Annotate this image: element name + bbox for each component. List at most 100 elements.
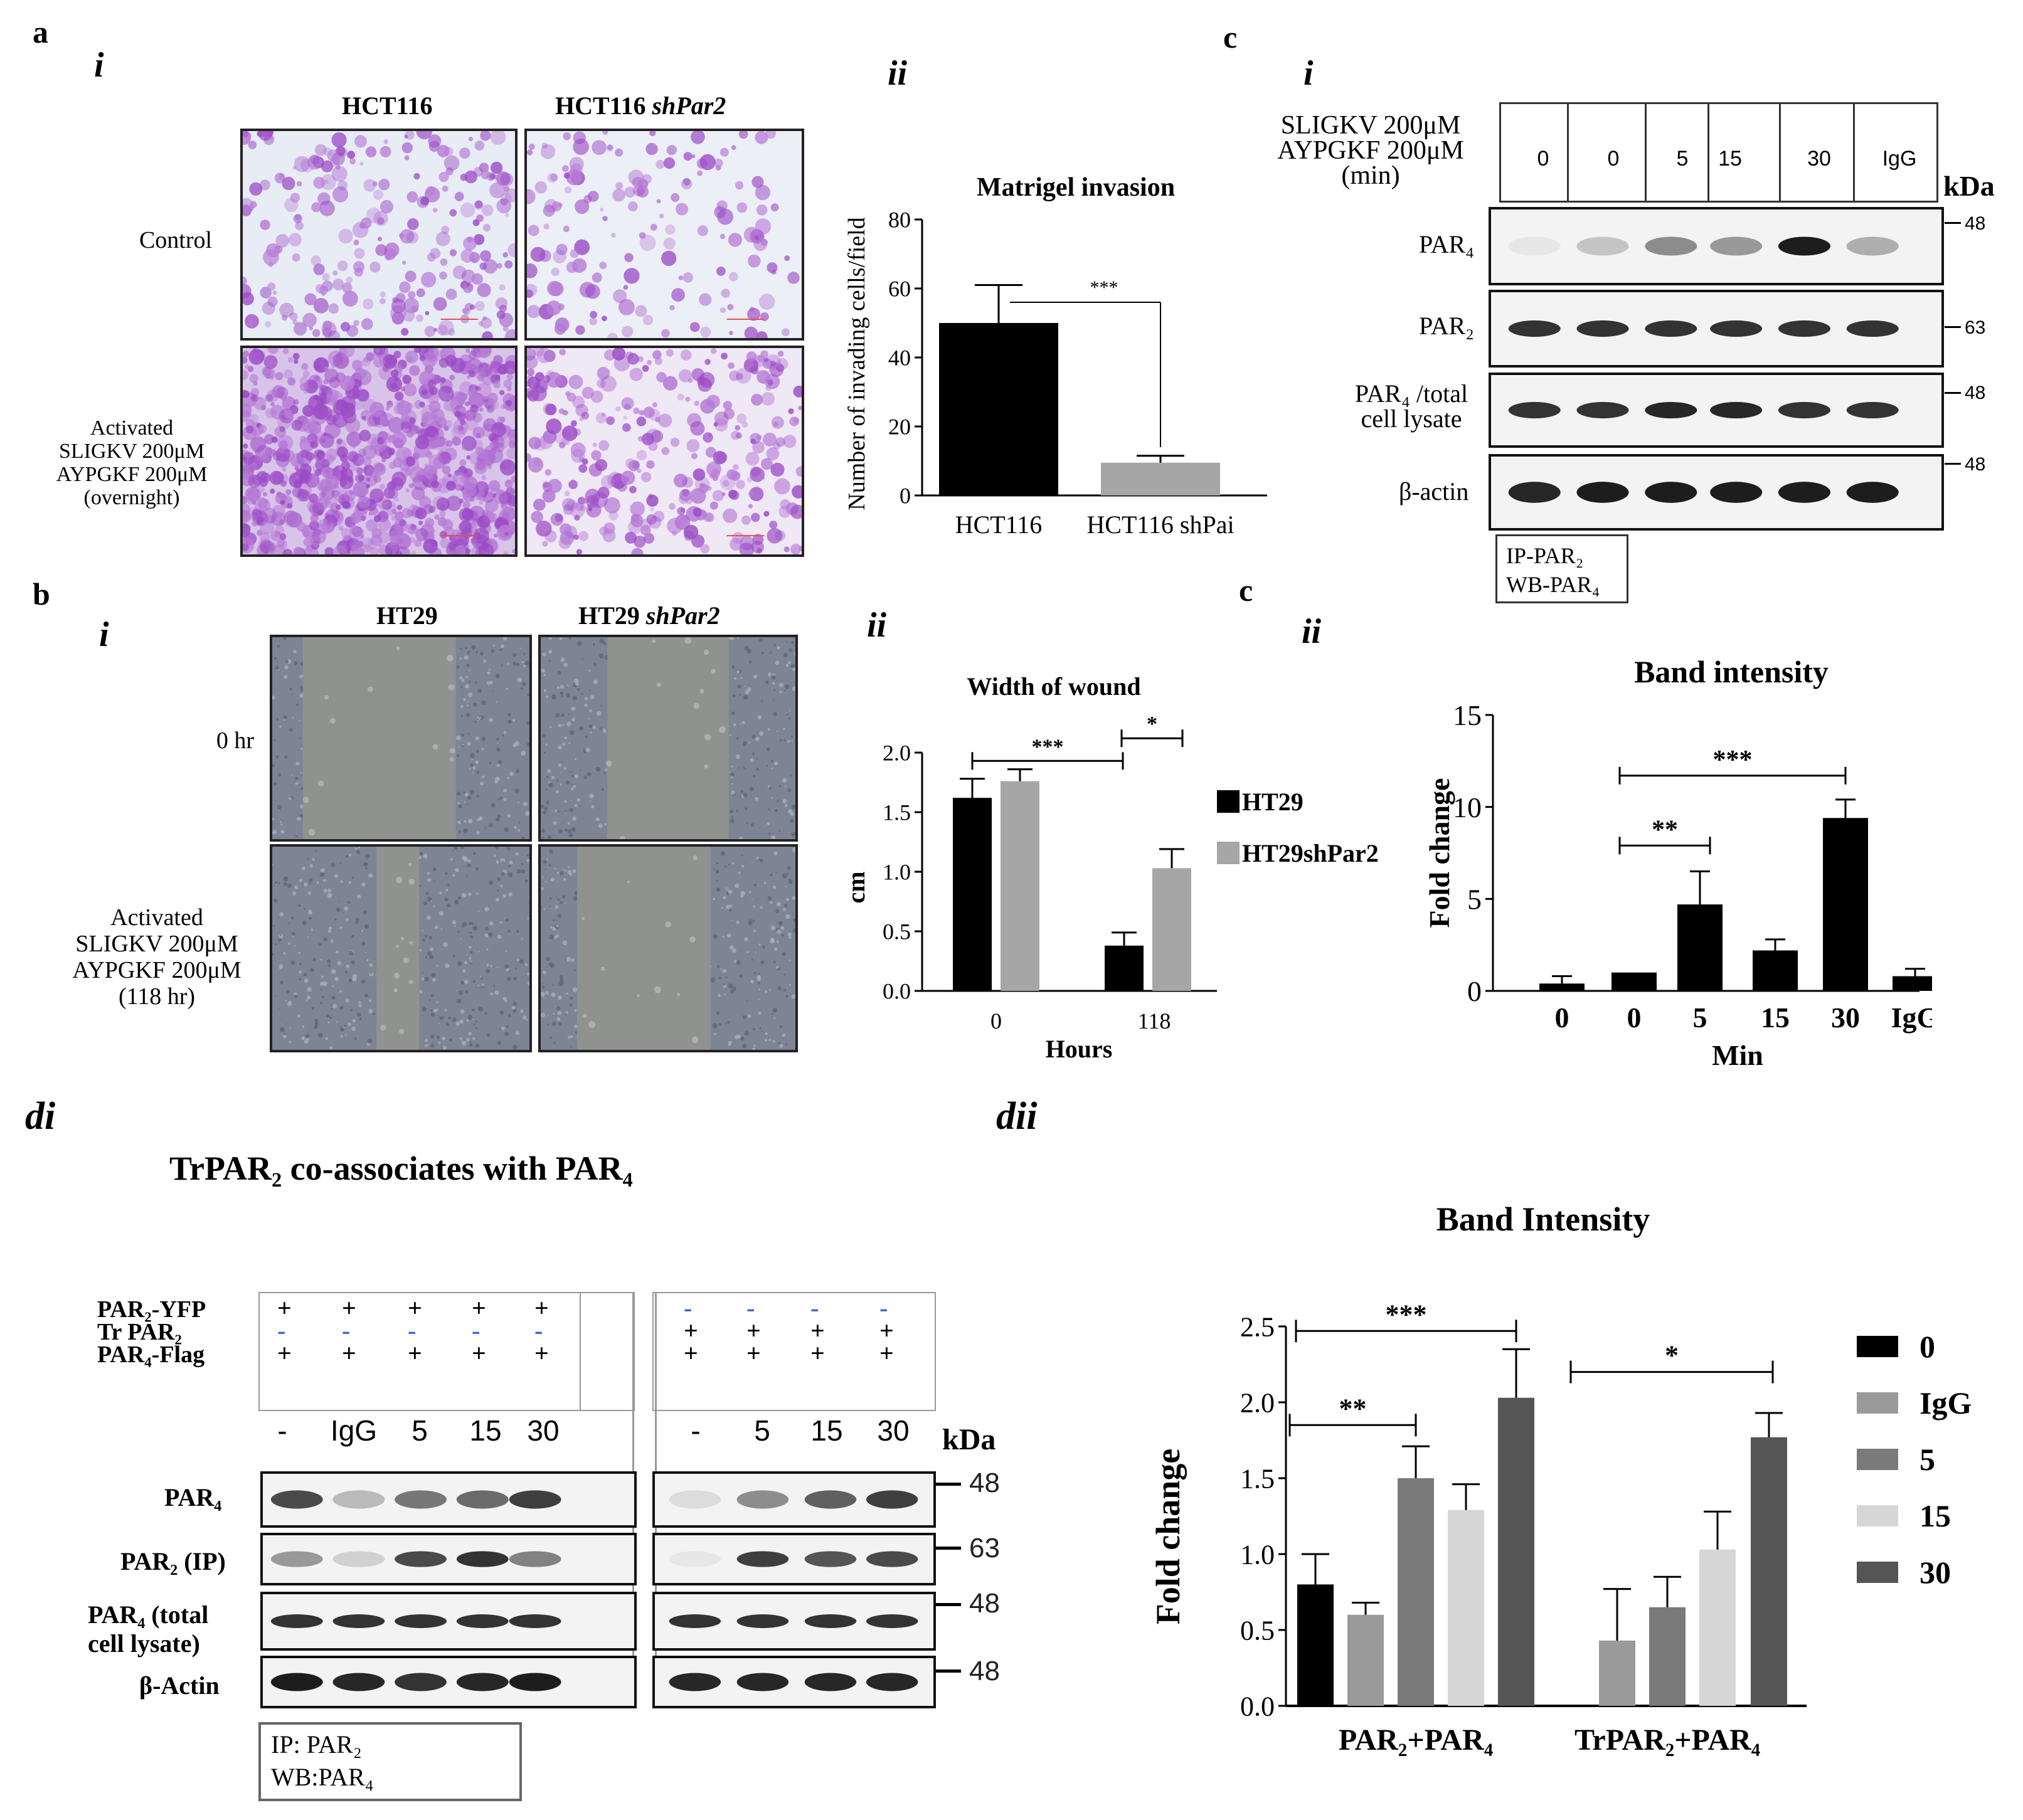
lane-di-right-2: 5 [754,1414,770,1447]
condition-mark: - [534,1316,543,1345]
panel-a-label: a [33,14,48,50]
kda-di-3: 48 [969,1588,1000,1619]
y-axis-label: Fold change [1149,1449,1187,1625]
legend-label: 0 [1919,1329,1935,1364]
blot-c-actin [1489,454,1944,531]
panel-c-ii-letter: c [1239,573,1253,608]
significance-label: *** [1713,746,1753,775]
significance-label: * [1147,712,1157,736]
condition-mark: - [684,1294,693,1322]
col-header-hct116: HCT116 [342,92,433,120]
panel-di-title: TrPAR₂ co-associates with PAR₄ [169,1150,633,1187]
blot-label-di-par2: PAR₂ (IP) [120,1547,226,1575]
legend-label: 5 [1919,1442,1935,1477]
micrograph-hct116-shpar2-control [524,129,804,341]
kda-c-4: 48 [1965,454,1986,475]
bar [1498,1397,1534,1706]
condition-mark: + [472,1294,486,1322]
y-tick-label: 2.0 [1240,1387,1275,1418]
blot-c-par4-lysate [1489,373,1944,448]
significance-label: *** [1386,1299,1427,1330]
x-tick-label: HCT116 shPai [1086,511,1234,539]
col-header-ht29: HT29 [376,601,438,630]
condition-mark: + [277,1294,292,1322]
bar [1152,868,1191,991]
micrograph-ht29-118hr [270,844,532,1052]
blot-label-c-actin: β-actin [1399,477,1469,505]
x-axis-label: Hours [1046,1035,1113,1063]
x-tick-label: 5 [1693,1002,1707,1034]
blot-di-right-lysate [652,1592,936,1651]
lane-di-right-3: 15 [810,1414,843,1447]
x-tick-label: IgG [1891,1002,1932,1034]
y-tick-label: 0 [900,484,911,509]
bar [1105,945,1144,991]
bar [1550,1705,1586,1706]
micrograph-ht29-shpar2-0hr [538,635,798,842]
y-tick-label: 0.5 [883,919,911,944]
chart-width-of-wound: Width of wound cm 0.0 0.5 1.0 1.5 2.0 0 118 Hours… [842,672,1379,1063]
micrograph-hct116-shpar2-activated [524,346,804,557]
bar [1001,781,1039,991]
bar [1539,983,1585,991]
lane-c-5: 30 [1807,147,1831,171]
chart-band-intensity-d: Band Intensity Fold change 0.0 0.5 1.0 1.5 2.0… [1149,1200,1972,1757]
condition-mark: + [534,1294,549,1322]
significance-label: ** [1652,815,1678,844]
lane-di-right-1: - [691,1414,701,1447]
lane-c-3: 5 [1676,147,1689,171]
blot-c-par4 [1489,207,1944,285]
condition-mark: - [408,1316,417,1345]
x-tick-label: 0 [1555,1002,1569,1034]
significance-label: *** [1032,735,1064,758]
micrograph-hct116-control [240,129,518,341]
chart-title: Width of wound [967,672,1140,701]
condition-label: PAR₂-YFP [97,1296,206,1323]
kda-di-1: 48 [969,1468,1000,1498]
blot-di-right-actin [652,1656,936,1708]
y-tick-label: 0.0 [1240,1691,1275,1722]
x-tick-label: 0 [990,1008,1002,1034]
bar [1297,1584,1334,1706]
blot-label-c-par2: PAR₂ [1419,312,1475,340]
panel-b-ii-label: ii [867,606,887,645]
blot-di-left-par4 [260,1471,637,1528]
condition-mark: + [277,1339,292,1367]
panel-di-label: di [25,1095,56,1138]
lane-di-left-1: - [277,1414,287,1447]
lane-di-right-4: 30 [877,1414,910,1447]
chart-matrigel-invasion: Matrigel invasion Number of invading cell… [844,173,1267,539]
blot-di-left-par2 [260,1533,637,1585]
bar [1347,1614,1384,1706]
chart-title: Band Intensity [1436,1200,1650,1238]
x-tick-label: HCT116 [955,511,1043,539]
x-tick-label: 15 [1761,1002,1790,1034]
condition-mark: + [342,1294,356,1322]
lane-c-6: IgG [1882,147,1917,171]
y-tick-label: 1.5 [883,800,911,825]
lane-di-left-4: 15 [469,1414,502,1447]
row-label-activated-a: Activated SLIGKV 200μM AYPGKF 200μM (ove… [56,416,208,509]
legend-swatch [1217,790,1240,813]
panel-a-i-label: i [94,46,104,85]
x-tick-label: 0 [1627,1002,1642,1034]
lane-di-left-3: 5 [412,1414,428,1447]
micrograph-hct116-activated [240,346,518,557]
condition-mark: + [684,1316,698,1345]
condition-mark: - [342,1316,351,1345]
y-tick-label: 1.0 [883,860,911,885]
x-tick-label: 118 [1138,1008,1171,1034]
row-label-0hr: 0 hr [216,727,255,754]
y-tick-label: 60 [888,277,911,302]
bar [953,798,992,991]
lane-di-left-2: IgG [330,1414,378,1447]
panel-a-ii-label: ii [888,54,908,93]
bar [939,323,1058,495]
significance-label: *** [1090,277,1118,298]
bar [1649,1607,1686,1706]
blot-label-di-actin: β-Actin [139,1671,220,1700]
condition-label: Tr PAR₂ [97,1319,182,1345]
x-tick-label: PAR₂+PAR₄ [1339,1723,1493,1757]
condition-mark: + [342,1339,356,1367]
treatment-label-c: SLIGKV 200μM AYPGKF 200μM (min) [1277,111,1464,190]
